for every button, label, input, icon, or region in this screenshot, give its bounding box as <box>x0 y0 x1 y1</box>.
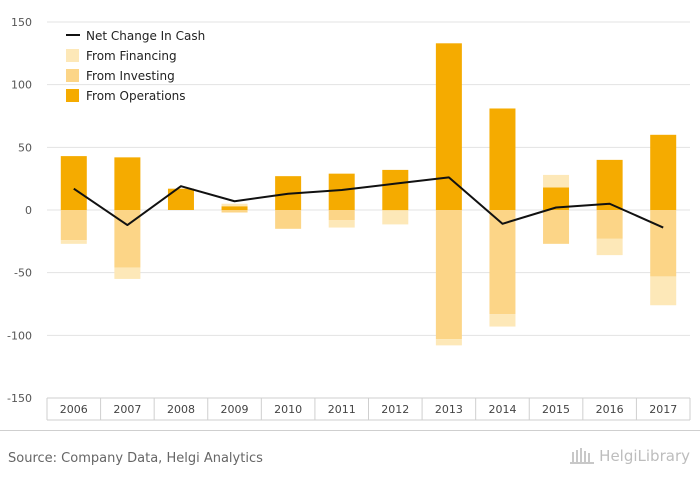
y-tick-label: 150 <box>11 16 32 29</box>
bar-from-investing-2017 <box>650 210 677 277</box>
x-tick-label: 2016 <box>596 403 624 416</box>
bar-from-investing-2011 <box>328 210 355 221</box>
bar-from-investing-2010 <box>275 210 302 229</box>
x-tick-label: 2010 <box>274 403 302 416</box>
y-tick-label: 50 <box>18 141 32 154</box>
legend-label: From Investing <box>86 69 175 83</box>
bar-from-financing-2016 <box>596 238 623 256</box>
bar-from-investing-2012 <box>382 210 409 211</box>
x-tick-label: 2011 <box>328 403 356 416</box>
bar-from-financing-2007 <box>114 267 141 279</box>
bar-from-financing-2011 <box>328 220 355 228</box>
series-line-net-change-in-cash <box>73 176 664 229</box>
legend-label: Net Change In Cash <box>86 29 205 43</box>
x-tick-label: 2012 <box>381 403 409 416</box>
bar-from-financing-2015 <box>543 174 570 188</box>
bar-from-operations-2008 <box>167 188 194 210</box>
bar-from-investing-2016 <box>596 210 623 239</box>
y-tick-label: -150 <box>7 392 32 405</box>
bar-from-operations-2017 <box>650 134 677 210</box>
y-tick-label: -100 <box>7 329 32 342</box>
legend-label: From Operations <box>86 89 186 103</box>
bar-from-financing-2009 <box>221 203 248 207</box>
bar-from-investing-2015 <box>543 210 570 244</box>
bar-from-investing-2006 <box>60 210 87 241</box>
x-tick-label: 2013 <box>435 403 463 416</box>
bar-from-financing-2012 <box>382 210 409 225</box>
x-tick-label: 2014 <box>488 403 516 416</box>
bar-from-investing-2013 <box>435 210 462 340</box>
chart: 150 100 50 0 -50 -100 -150 2006 2007 2008 2009 2010… <box>7 16 691 421</box>
legend-swatch <box>66 49 79 62</box>
bar-from-operations-2006 <box>60 156 87 210</box>
x-tick-label: 2008 <box>167 403 195 416</box>
bar-from-investing-2009 <box>221 210 248 213</box>
y-tick-label: 0 <box>25 204 32 217</box>
legend-swatch <box>66 69 79 82</box>
x-tick-label: 2017 <box>649 403 677 416</box>
bar-from-operations-2016 <box>596 159 623 210</box>
bar-from-operations-2014 <box>489 108 516 210</box>
x-tick-label: 2006 <box>60 403 88 416</box>
legend-swatch <box>66 89 79 102</box>
source-note: Source: Company Data, Helgi Analytics <box>8 451 263 466</box>
library-icon <box>569 447 595 465</box>
bar-from-financing-2013 <box>435 339 462 346</box>
x-tick-label: 2015 <box>542 403 570 416</box>
x-tick-label: 2009 <box>221 403 249 416</box>
bar-from-operations-2012 <box>382 169 409 210</box>
bar-from-operations-2011 <box>328 173 355 210</box>
footer-divider <box>0 430 700 431</box>
bar-from-operations-2007 <box>114 157 141 210</box>
x-tick-label: 2007 <box>113 403 141 416</box>
brand-name: HelgiLibrary <box>599 447 690 465</box>
bar-from-investing-2014 <box>489 210 516 315</box>
bar-from-operations-2013 <box>435 43 462 210</box>
legend-label: From Financing <box>86 49 177 63</box>
bar-from-financing-2006 <box>60 240 87 244</box>
bar-from-financing-2014 <box>489 314 516 327</box>
bar-from-operations-2015 <box>543 187 570 210</box>
y-tick-label: -50 <box>14 267 32 280</box>
brand-logo: HelgiLibrary <box>569 447 690 465</box>
y-tick-label: 100 <box>11 79 32 92</box>
bar-from-financing-2017 <box>650 276 677 306</box>
bar-from-operations-2009 <box>221 206 248 210</box>
